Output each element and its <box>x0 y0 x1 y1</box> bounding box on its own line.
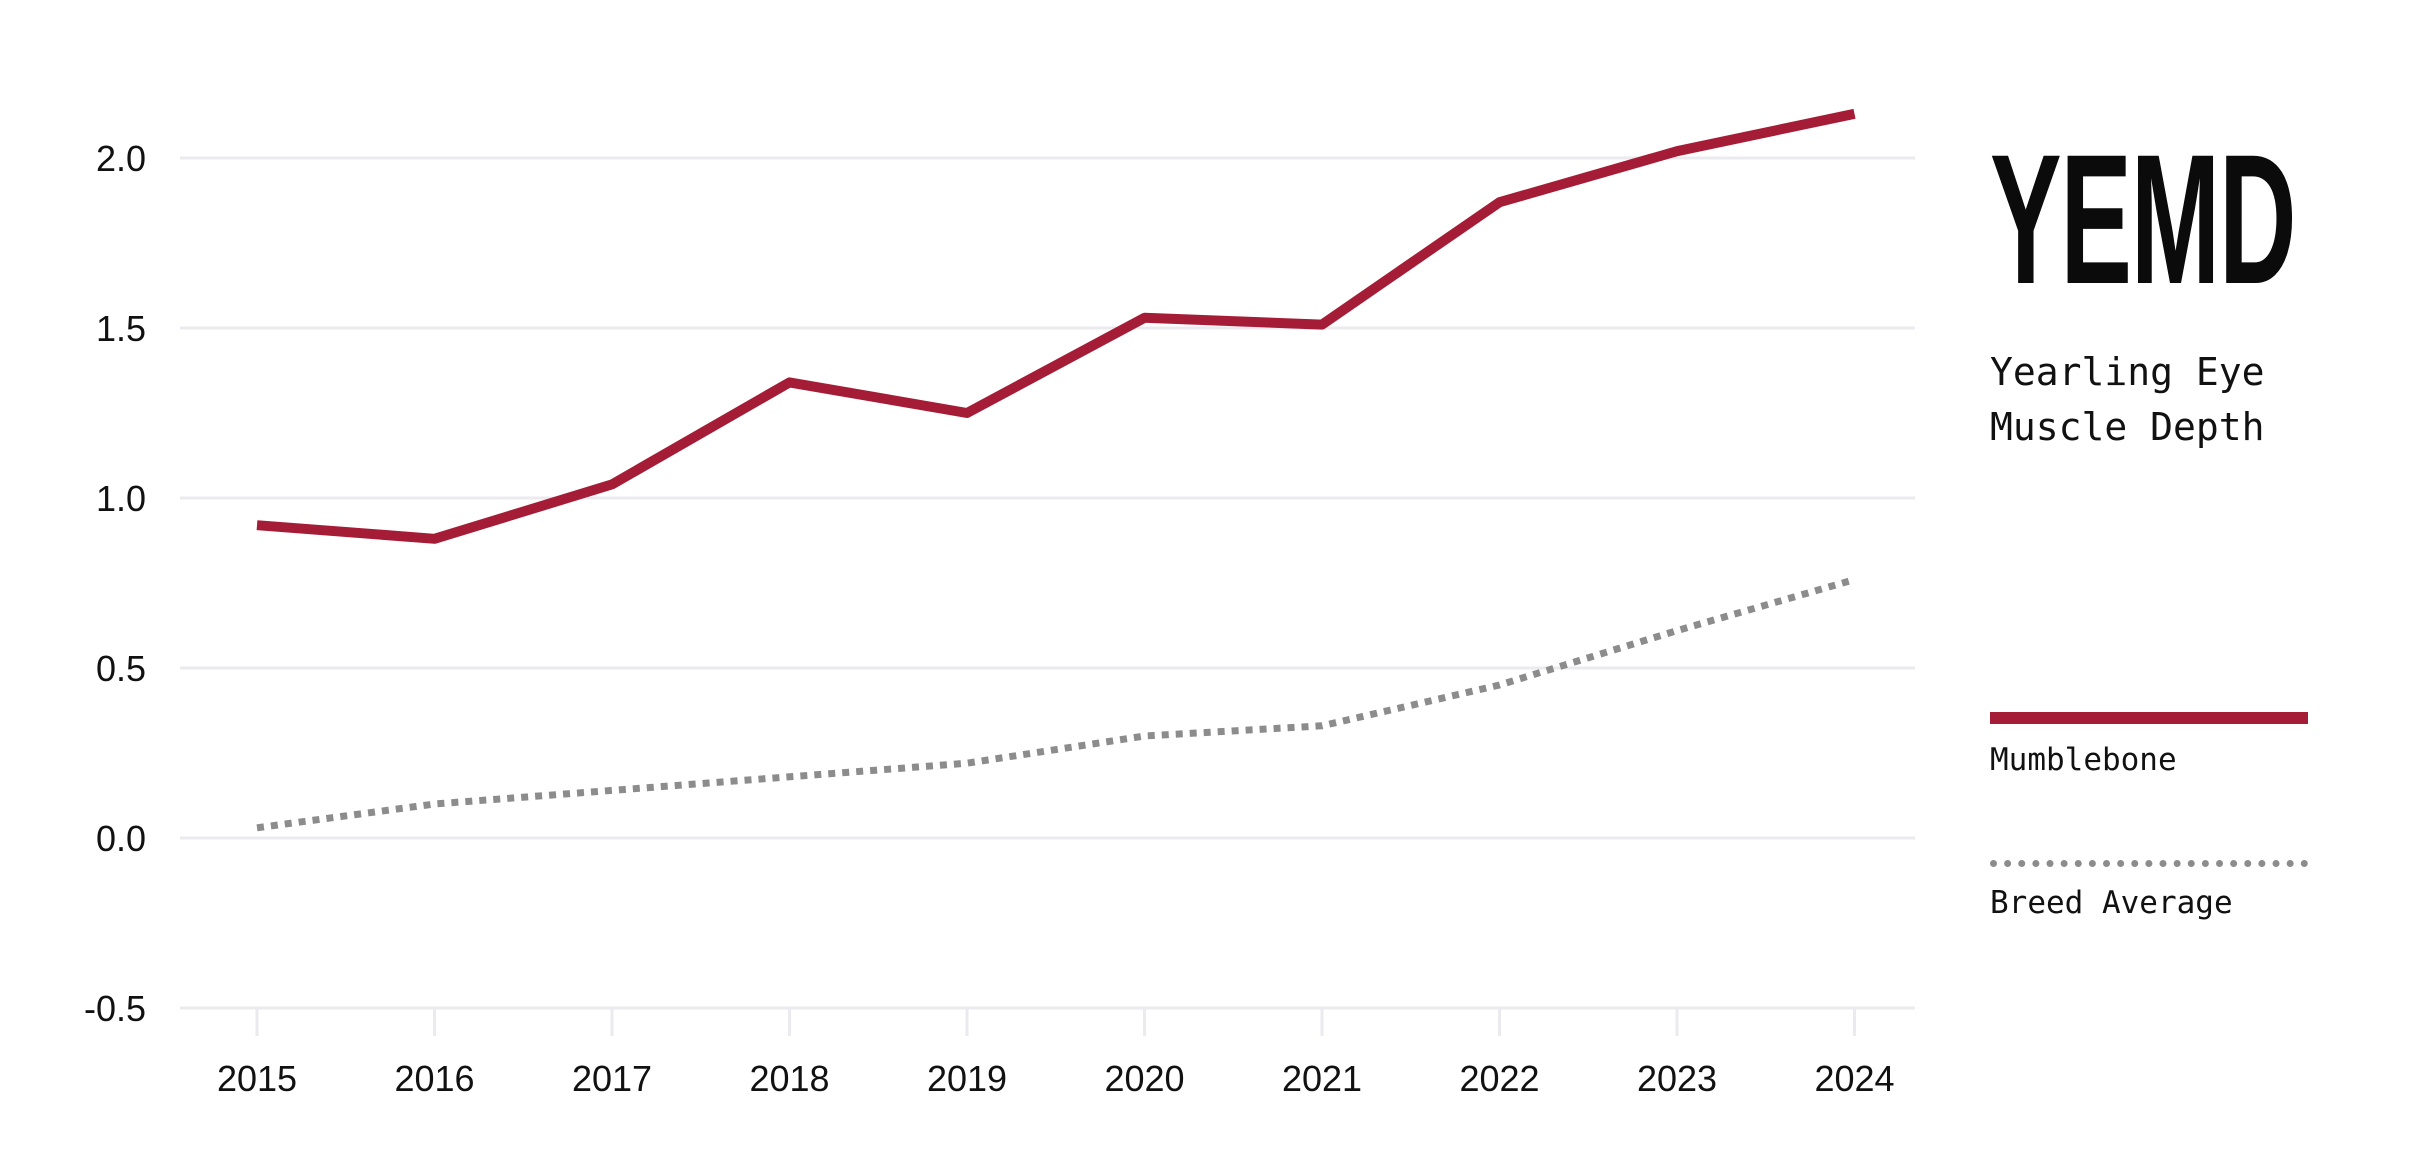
chart-info-panel: YEMD Yearling Eye Muscle Depth Mumblebon… <box>1990 0 2390 1166</box>
x-tick-label: 2019 <box>927 1058 1007 1099</box>
y-axis-tick-labels: 2.0 1.5 1.0 0.5 0.0 -0.5 <box>84 138 146 1029</box>
x-tick-label: 2017 <box>572 1058 652 1099</box>
x-tick-label: 2016 <box>394 1058 474 1099</box>
legend-item-mumblebone: Mumblebone <box>1990 712 2310 778</box>
y-tick-label: 0.5 <box>96 648 146 689</box>
x-tick-label: 2015 <box>217 1058 297 1099</box>
legend-item-breed-average: Breed Average <box>1990 860 2310 921</box>
chart-subtitle: Yearling Eye Muscle Depth <box>1990 350 2265 449</box>
x-tick-label: 2021 <box>1282 1058 1362 1099</box>
x-tick-label: 2023 <box>1637 1058 1717 1099</box>
x-tick-label: 2018 <box>749 1058 829 1099</box>
x-tick-label: 2022 <box>1459 1058 1539 1099</box>
series-line-mumblebone <box>256 108 1856 544</box>
x-axis-tick-labels: 2015 2016 2017 2018 2019 2020 2021 2022 2023 2024 <box>217 1058 1895 1099</box>
legend-label: Mumblebone <box>1990 742 2177 778</box>
x-tick-label: 2024 <box>1814 1058 1894 1099</box>
legend-label: Breed Average <box>1990 885 2233 921</box>
y-tick-label: 1.0 <box>96 478 146 519</box>
y-tick-label: 1.5 <box>96 308 146 349</box>
x-axis-ticks <box>255 1008 1856 1036</box>
x-tick-label: 2020 <box>1104 1058 1184 1099</box>
series-lines <box>256 108 1856 832</box>
series-line-breed-average <box>256 576 1856 832</box>
legend-swatch-dotted <box>1990 860 2308 867</box>
gridlines <box>180 156 1915 1010</box>
y-tick-label: -0.5 <box>84 988 146 1029</box>
chart-title: YEMD <box>1990 117 2297 323</box>
y-tick-label: 0.0 <box>96 818 146 859</box>
legend-swatch-solid <box>1990 712 2308 724</box>
y-tick-label: 2.0 <box>96 138 146 179</box>
